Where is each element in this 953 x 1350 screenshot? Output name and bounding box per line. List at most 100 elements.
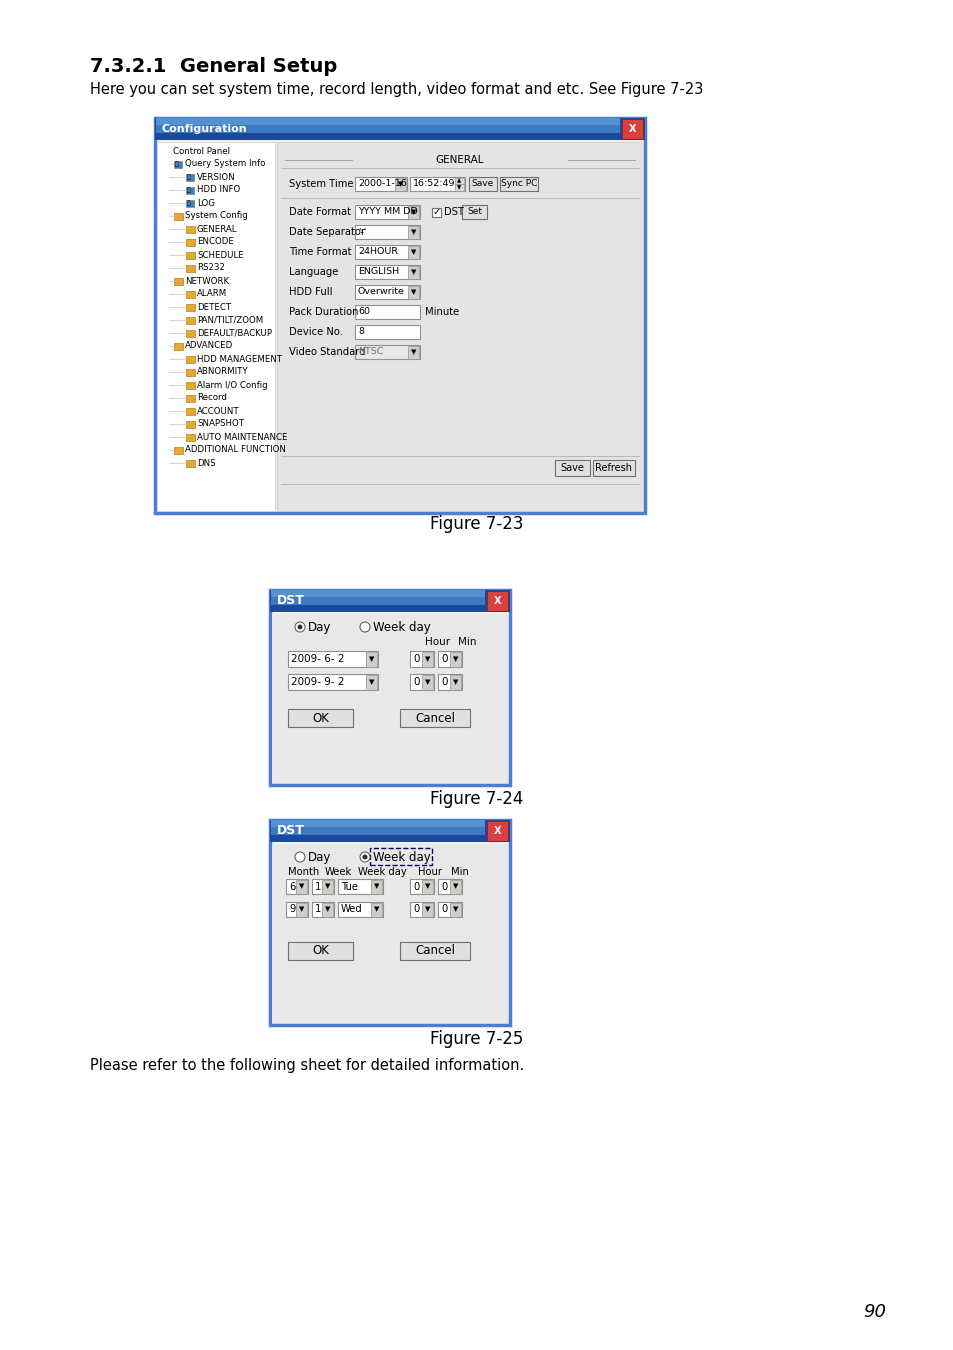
Text: ▼: ▼ — [324, 906, 330, 913]
FancyBboxPatch shape — [437, 674, 461, 690]
FancyBboxPatch shape — [487, 591, 507, 612]
Text: Month: Month — [288, 867, 319, 878]
FancyBboxPatch shape — [450, 879, 460, 894]
FancyBboxPatch shape — [270, 590, 510, 612]
FancyBboxPatch shape — [500, 178, 538, 192]
Text: 16:52:49: 16:52:49 — [413, 180, 455, 189]
FancyBboxPatch shape — [594, 460, 636, 477]
Text: ▼: ▼ — [424, 656, 430, 662]
FancyBboxPatch shape — [186, 317, 194, 324]
Circle shape — [294, 622, 305, 632]
Text: 📄: 📄 — [174, 162, 178, 167]
Text: 24HOUR: 24HOUR — [357, 247, 397, 256]
Text: 📄: 📄 — [187, 201, 191, 207]
FancyBboxPatch shape — [173, 447, 183, 454]
FancyBboxPatch shape — [455, 184, 463, 190]
Text: ▼: ▼ — [453, 883, 457, 890]
FancyBboxPatch shape — [288, 942, 353, 960]
Text: ▼: ▼ — [424, 679, 430, 684]
Text: Pack Duration: Pack Duration — [289, 306, 358, 317]
Text: 0: 0 — [440, 904, 447, 914]
Text: ▼: ▼ — [424, 906, 430, 913]
FancyBboxPatch shape — [355, 244, 419, 259]
FancyBboxPatch shape — [371, 879, 381, 894]
Text: ▼: ▼ — [411, 350, 416, 355]
FancyBboxPatch shape — [400, 944, 471, 961]
FancyBboxPatch shape — [186, 460, 194, 467]
Text: ▼: ▼ — [411, 230, 416, 235]
Text: ▼: ▼ — [298, 906, 304, 913]
FancyBboxPatch shape — [295, 903, 307, 917]
Text: 60: 60 — [357, 308, 370, 316]
FancyBboxPatch shape — [400, 710, 471, 728]
FancyBboxPatch shape — [272, 844, 507, 1023]
Text: X: X — [494, 826, 500, 836]
Text: Save: Save — [472, 180, 494, 189]
FancyBboxPatch shape — [450, 903, 460, 917]
FancyBboxPatch shape — [437, 902, 461, 917]
Text: Date Separator: Date Separator — [289, 227, 365, 238]
FancyBboxPatch shape — [322, 879, 333, 894]
FancyBboxPatch shape — [399, 709, 470, 728]
Text: SCHEDULE: SCHEDULE — [196, 251, 244, 259]
FancyBboxPatch shape — [186, 265, 194, 271]
Text: OK: OK — [312, 711, 329, 725]
FancyBboxPatch shape — [556, 460, 590, 477]
Text: NETWORK: NETWORK — [185, 277, 229, 285]
Text: ▼: ▼ — [453, 656, 457, 662]
Text: Week day: Week day — [357, 867, 406, 878]
Text: Time Format: Time Format — [289, 247, 351, 256]
FancyBboxPatch shape — [408, 346, 418, 359]
FancyBboxPatch shape — [186, 252, 194, 259]
FancyBboxPatch shape — [288, 674, 377, 690]
FancyBboxPatch shape — [173, 213, 183, 220]
Text: 0: 0 — [440, 676, 447, 687]
Text: 1: 1 — [314, 904, 321, 914]
Text: DST: DST — [443, 207, 463, 217]
Text: ✓: ✓ — [432, 208, 440, 217]
Text: SNAPSHOT: SNAPSHOT — [196, 420, 244, 428]
FancyBboxPatch shape — [366, 675, 376, 690]
FancyBboxPatch shape — [355, 225, 419, 239]
Text: X: X — [628, 124, 636, 134]
Text: Record: Record — [196, 393, 227, 402]
Text: Week day: Week day — [373, 850, 431, 864]
Text: ▼: ▼ — [453, 679, 457, 684]
FancyBboxPatch shape — [295, 879, 307, 894]
Text: Language: Language — [289, 267, 338, 277]
FancyBboxPatch shape — [286, 902, 308, 917]
Text: Overwrite: Overwrite — [357, 288, 404, 297]
FancyBboxPatch shape — [355, 205, 419, 219]
FancyBboxPatch shape — [469, 177, 497, 190]
Text: ▼: ▼ — [298, 883, 304, 890]
Text: Here you can set system time, record length, video format and etc. See Figure 7-: Here you can set system time, record len… — [90, 82, 702, 97]
Text: Figure 7-23: Figure 7-23 — [430, 514, 523, 533]
Text: ▼: ▼ — [456, 185, 461, 190]
Text: 8: 8 — [357, 328, 364, 336]
Text: Week: Week — [325, 867, 352, 878]
Circle shape — [359, 622, 370, 632]
FancyBboxPatch shape — [355, 325, 419, 339]
Text: '-': '-' — [357, 228, 366, 236]
Text: Day: Day — [308, 621, 331, 633]
Text: GENERAL: GENERAL — [196, 224, 237, 234]
FancyBboxPatch shape — [395, 177, 406, 190]
FancyBboxPatch shape — [173, 278, 183, 285]
Circle shape — [359, 852, 370, 863]
Text: YYYY MM DD: YYYY MM DD — [357, 208, 417, 216]
Text: 0: 0 — [413, 882, 418, 891]
FancyBboxPatch shape — [593, 460, 635, 477]
FancyBboxPatch shape — [186, 369, 194, 377]
FancyBboxPatch shape — [410, 177, 464, 190]
Text: Day: Day — [308, 850, 331, 864]
Text: 0: 0 — [413, 676, 419, 687]
Circle shape — [362, 855, 367, 860]
Text: Refresh: Refresh — [595, 463, 632, 472]
Text: Video Standard: Video Standard — [289, 347, 365, 356]
FancyBboxPatch shape — [410, 674, 434, 690]
Text: Device No.: Device No. — [289, 327, 343, 338]
FancyBboxPatch shape — [288, 709, 353, 728]
Text: ▼: ▼ — [411, 248, 416, 255]
Text: ▼: ▼ — [453, 906, 457, 913]
Text: Min: Min — [451, 867, 468, 878]
